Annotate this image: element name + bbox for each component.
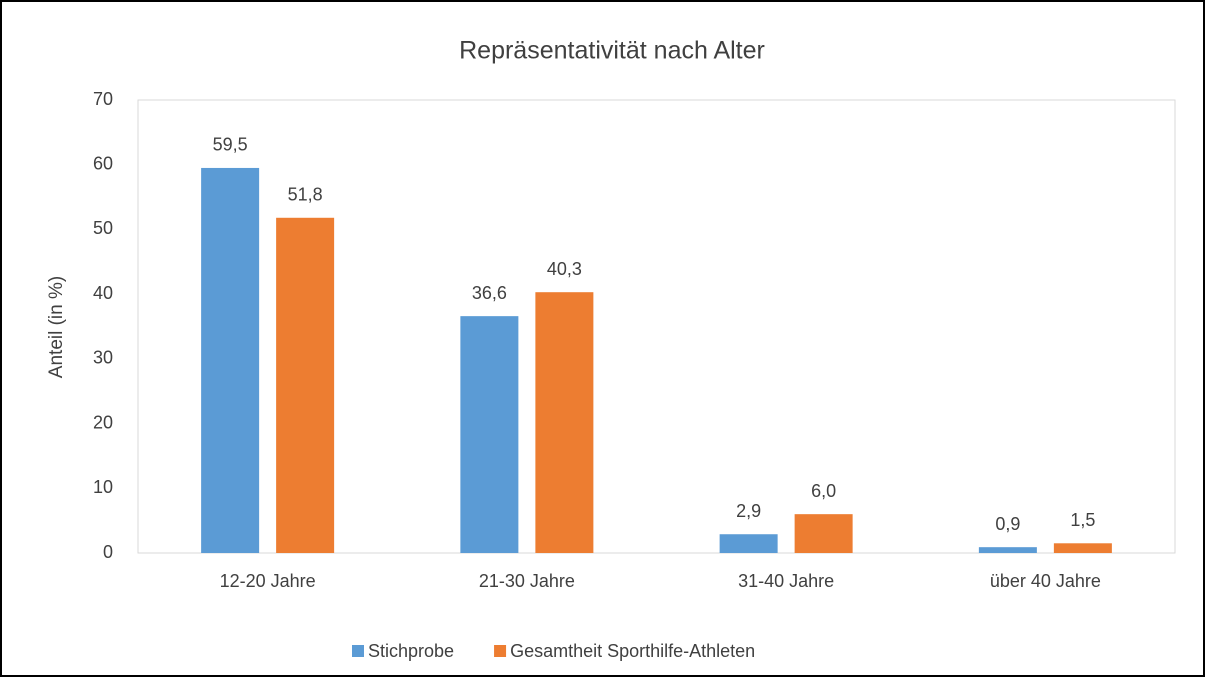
y-tick-label: 70 [93,89,113,109]
legend-swatch [494,645,507,657]
legend-label: Stichprobe [368,641,454,661]
data-label: 40,3 [547,259,582,279]
bar [276,217,335,553]
x-tick-label: 12-20 Jahre [220,571,316,591]
bar [1053,543,1112,553]
bar [201,167,260,553]
data-label: 1,5 [1070,510,1095,530]
x-tick-label: über 40 Jahre [990,571,1101,591]
y-tick-label: 50 [93,218,113,238]
bar [794,514,853,553]
plot-border [137,99,1176,554]
legend-swatch [352,645,364,657]
bar [535,292,594,553]
x-tick-label: 31-40 Jahre [738,571,834,591]
bar [460,316,519,553]
bar [719,534,778,553]
data-label: 6,0 [811,481,836,501]
data-label: 51,8 [288,185,323,205]
y-axis-label: Anteil (in %) [46,276,67,378]
data-label: 36,6 [472,283,507,303]
x-tick-label: 21-30 Jahre [479,571,575,591]
chart-title: Repräsentativität nach Alter [459,37,765,65]
legend-label: Gesamtheit Sporthilfe-Athleten [510,641,755,661]
y-tick-label: 30 [93,348,113,368]
y-tick-label: 60 [93,153,113,173]
y-tick-label: 20 [93,412,113,432]
y-tick-label: 40 [93,283,113,303]
data-label: 0,9 [995,514,1020,534]
data-label: 59,5 [213,135,248,155]
data-label: 2,9 [736,501,761,521]
bar [978,547,1037,553]
y-tick-label: 0 [103,542,113,562]
y-tick-label: 10 [93,477,113,497]
